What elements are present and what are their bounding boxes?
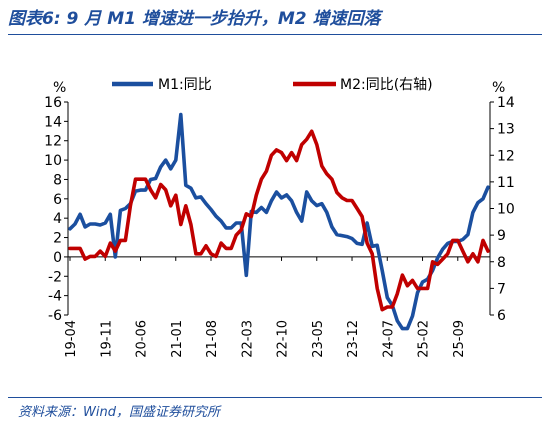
x-axis-tick-label: 20-06	[135, 320, 150, 358]
source-note: 资料来源：Wind，国盛证券研究所	[18, 405, 220, 420]
x-axis-tick-label: 19-11	[99, 320, 114, 358]
left-axis-tick-label: 4	[53, 211, 62, 227]
left-axis-tick-label: 0	[53, 250, 62, 266]
right-axis-tick-label: 9	[497, 228, 506, 244]
right-axis-tick-label: 8	[497, 255, 506, 271]
right-axis-tick-label: 11	[497, 175, 515, 191]
x-axis-tick-label: 22-10	[276, 320, 291, 358]
right-axis-tick-label: 10	[497, 202, 515, 218]
x-axis-tick-label: 25-09	[452, 320, 467, 358]
left-axis-tick-label: 12	[44, 134, 62, 150]
right-axis-tick-label: 13	[497, 122, 515, 138]
x-axis-tick-label: 21-01	[170, 320, 185, 358]
m1-yoy-series-line	[68, 112, 490, 331]
x-axis-tick-label: 25-02	[417, 320, 432, 358]
left-axis-tick-label: 10	[44, 153, 62, 169]
x-axis-tick-label: 23-12	[346, 320, 361, 358]
right-axis-tick-label: 6	[497, 308, 506, 324]
title-divider	[8, 34, 542, 35]
left-axis-tick-label: 14	[44, 114, 62, 130]
left-axis-tick-label: -4	[48, 289, 62, 305]
left-axis-tick-label: 8	[53, 172, 62, 188]
source-divider	[8, 397, 542, 398]
x-axis-tick-label: 24-07	[381, 320, 396, 358]
axes-layer: -6 -4 -2 0 2 4 6 8 10 12 14 16% 6 7 8 9 10 11 12 13 14% 19-04…	[44, 80, 515, 358]
right-axis-tick-label: 12	[497, 148, 515, 164]
left-axis-unit: %	[53, 80, 66, 96]
legend-m2-label: M2:同比(右轴)	[340, 77, 433, 93]
left-axis-tick-label: 16	[44, 95, 62, 111]
left-axis-tick-label: 6	[53, 192, 62, 208]
x-axis-tick-label: 23-05	[311, 320, 326, 358]
m2-yoy-series-line	[68, 129, 490, 312]
figure-title: 图表6: 9 月 M1 增速进一步抬升，M2 增速回落	[8, 9, 381, 29]
series-layer	[68, 112, 490, 331]
legend-m1-label: M1:同比	[158, 77, 212, 93]
x-axis-tick-label: 21-08	[205, 320, 220, 358]
x-axis-tick-label: 22-03	[240, 320, 255, 358]
right-axis-unit: %	[492, 80, 505, 96]
left-axis-tick-label: 2	[53, 231, 62, 247]
right-axis-tick-label: 14	[497, 95, 515, 111]
legend-layer: M1:同比 M2:同比(右轴)	[112, 77, 433, 93]
left-axis-tick-label: -2	[48, 269, 62, 285]
x-axis-tick-label: 19-04	[64, 320, 79, 358]
right-axis-tick-label: 7	[497, 281, 506, 297]
left-axis-tick-label: -6	[48, 308, 62, 324]
